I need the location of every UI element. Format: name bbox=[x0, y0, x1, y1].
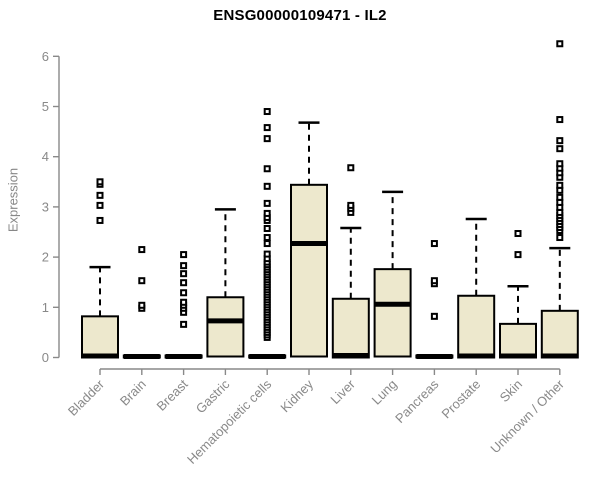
outlier-point bbox=[514, 251, 522, 259]
box bbox=[373, 268, 412, 358]
x-category-label: Brain bbox=[117, 377, 149, 409]
y-tick-label: 3 bbox=[42, 199, 49, 214]
chart-title: ENSG00000109471 - IL2 bbox=[213, 7, 387, 24]
box bbox=[81, 315, 119, 359]
outlier-point bbox=[263, 165, 271, 173]
outlier-point bbox=[180, 251, 188, 259]
box bbox=[290, 183, 328, 358]
outlier-point bbox=[556, 160, 564, 168]
outlier-point bbox=[138, 301, 146, 309]
y-tick-label: 5 bbox=[42, 99, 49, 114]
y-tick-label: 1 bbox=[42, 300, 49, 315]
y-tick-label: 2 bbox=[42, 250, 49, 265]
outlier-point bbox=[96, 178, 104, 186]
outlier-point bbox=[263, 199, 271, 207]
outlier-point bbox=[180, 270, 188, 278]
outlier-point bbox=[263, 224, 271, 232]
outlier-point bbox=[263, 124, 271, 132]
outlier-point bbox=[180, 289, 188, 297]
outlier-point bbox=[263, 135, 271, 143]
outlier-point bbox=[556, 137, 564, 145]
x-category-label: Lung bbox=[369, 377, 400, 408]
outlier-point bbox=[138, 246, 146, 254]
outlier-point bbox=[96, 201, 104, 209]
box bbox=[331, 297, 370, 359]
outlier-point bbox=[263, 209, 271, 217]
outlier-point bbox=[430, 277, 438, 285]
outlier-point bbox=[263, 108, 271, 116]
outlier-point bbox=[263, 250, 271, 258]
outlier-point bbox=[180, 320, 188, 328]
x-category-label: Unknown / Other bbox=[487, 376, 567, 456]
x-category-label: Gastric bbox=[193, 376, 233, 416]
x-category-label: Liver bbox=[327, 376, 358, 407]
box bbox=[457, 294, 496, 359]
x-category-label: Pancreas bbox=[392, 376, 442, 426]
y-tick-label: 4 bbox=[42, 149, 49, 164]
outlier-point bbox=[138, 277, 146, 285]
x-category-label: Skin bbox=[497, 377, 525, 405]
outlier-point bbox=[556, 193, 564, 201]
outlier-point bbox=[556, 40, 564, 48]
outlier-point bbox=[430, 312, 438, 320]
outlier-point bbox=[347, 164, 355, 172]
outlier-point bbox=[556, 181, 564, 189]
x-category-label: Prostate bbox=[438, 377, 483, 422]
box bbox=[499, 322, 537, 359]
y-tick-label: 6 bbox=[42, 49, 49, 64]
outlier-point bbox=[180, 298, 188, 306]
outlier-point bbox=[263, 240, 271, 248]
box bbox=[206, 296, 245, 358]
outlier-point bbox=[556, 116, 564, 124]
x-category-label: Bladder bbox=[65, 376, 108, 419]
x-category-label: Kidney bbox=[277, 376, 316, 415]
outlier-point bbox=[180, 279, 188, 287]
outlier-point bbox=[96, 191, 104, 199]
outlier-point bbox=[556, 145, 564, 153]
outlier-point bbox=[514, 230, 522, 238]
box bbox=[540, 309, 579, 359]
x-category-label: Breast bbox=[154, 376, 191, 413]
outlier-point bbox=[263, 234, 271, 242]
outlier-point bbox=[180, 262, 188, 270]
y-tick-label: 0 bbox=[42, 350, 49, 365]
outlier-point bbox=[430, 240, 438, 248]
outlier-point bbox=[347, 201, 355, 209]
outlier-point bbox=[556, 234, 564, 242]
outlier-point bbox=[263, 182, 271, 190]
outlier-point bbox=[96, 216, 104, 224]
